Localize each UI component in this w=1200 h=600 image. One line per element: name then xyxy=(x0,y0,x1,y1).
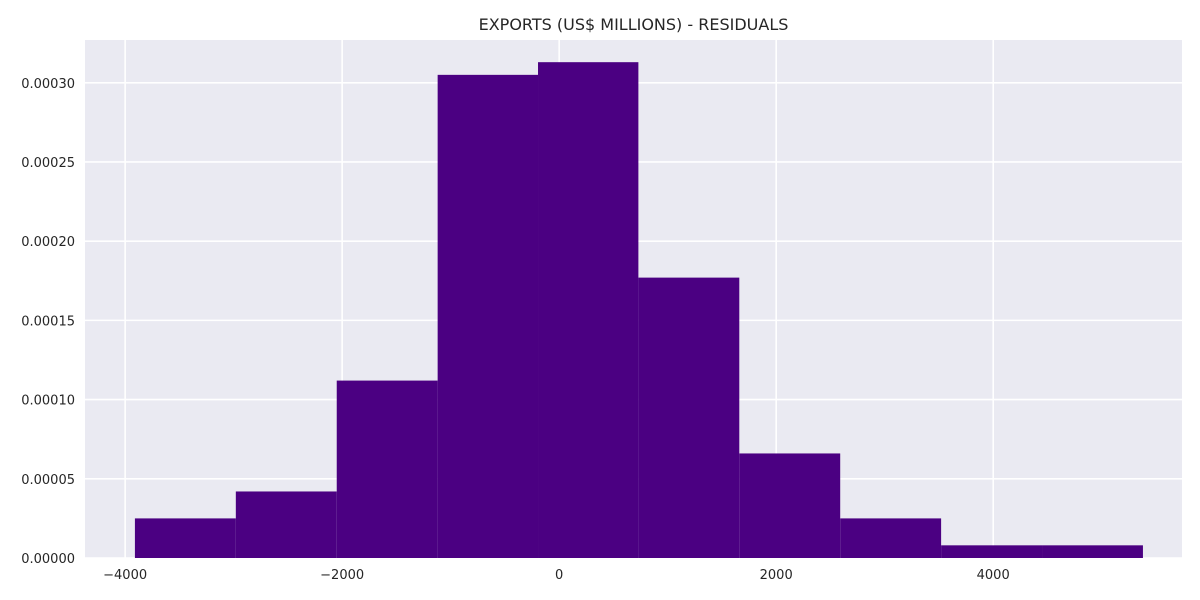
histogram-bar xyxy=(134,518,236,558)
x-tick-label: −2000 xyxy=(320,568,364,583)
y-tick-label: 0.00020 xyxy=(21,235,75,250)
y-tick-label: 0.00005 xyxy=(21,473,75,488)
histogram-bar xyxy=(941,545,1043,558)
histogram-bar xyxy=(437,74,539,558)
y-tick-label: 0.00025 xyxy=(21,156,75,171)
y-tick-label: 0.00015 xyxy=(21,314,75,329)
x-tick-label: 2000 xyxy=(760,568,793,583)
histogram-bar xyxy=(1042,545,1143,558)
chart-title: EXPORTS (US$ MILLIONS) - RESIDUALS xyxy=(478,15,789,34)
histogram-bar xyxy=(235,491,337,558)
x-tick-label: 0 xyxy=(555,568,563,583)
histogram-bar xyxy=(538,62,639,558)
histogram-bar xyxy=(739,453,841,558)
x-tick-label: −4000 xyxy=(103,568,147,583)
x-tick-label: 4000 xyxy=(977,568,1010,583)
y-tick-label: 0.00010 xyxy=(21,394,75,409)
axis-tick-labels: −4000 −2000 0 2000 4000 0.00000 0.00005 0.00010… xyxy=(21,77,1010,583)
histogram-bars xyxy=(134,62,1143,558)
y-tick-label: 0.00000 xyxy=(21,552,75,567)
y-tick-label: 0.00030 xyxy=(21,77,75,92)
histogram-bar xyxy=(638,277,740,558)
histogram-bar xyxy=(840,518,942,558)
histogram-bar xyxy=(336,380,438,558)
